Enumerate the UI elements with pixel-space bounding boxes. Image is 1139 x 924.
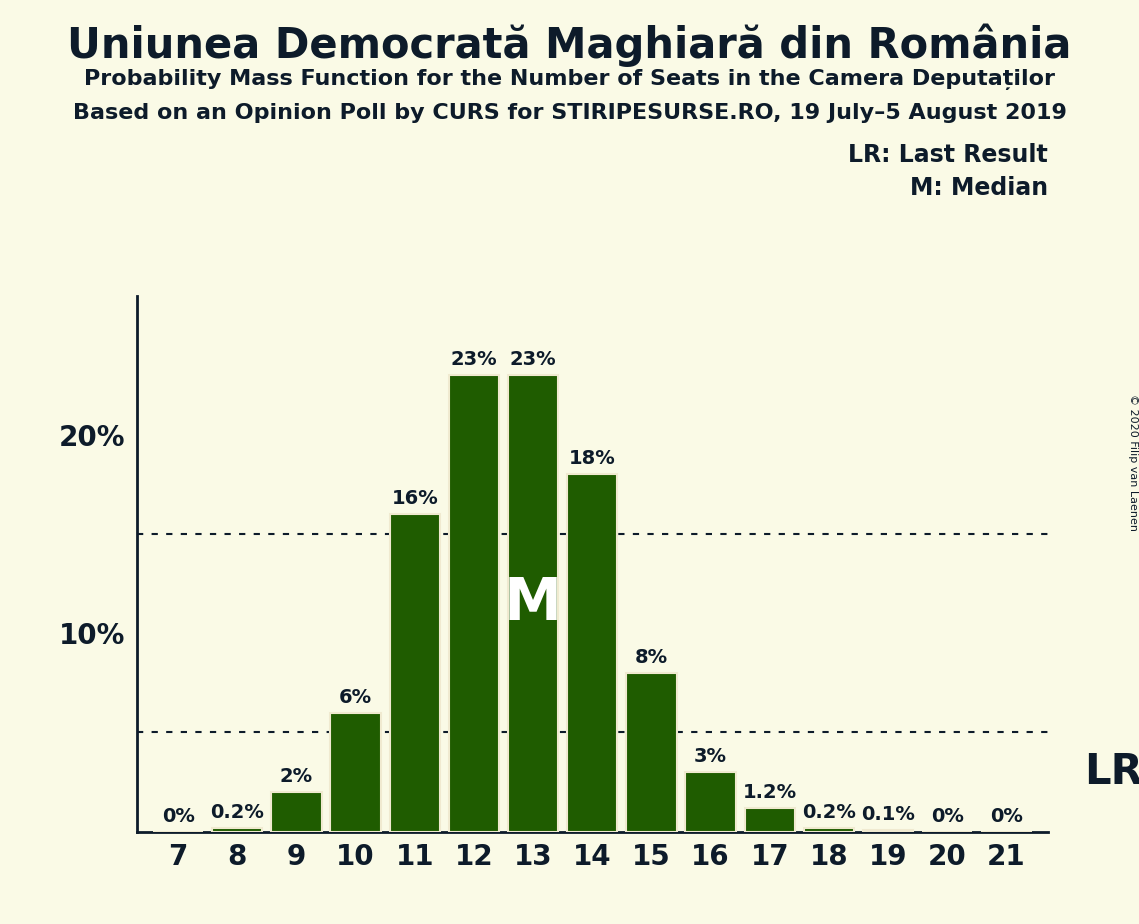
Text: 18%: 18% bbox=[568, 449, 616, 468]
Text: 0.2%: 0.2% bbox=[802, 803, 855, 821]
Text: LR: Last Result: LR: Last Result bbox=[849, 143, 1048, 167]
Text: 8%: 8% bbox=[634, 648, 667, 667]
Bar bbox=[745, 808, 795, 832]
Bar bbox=[508, 375, 558, 832]
Bar bbox=[390, 514, 440, 832]
Text: 0%: 0% bbox=[990, 807, 1023, 826]
Text: Probability Mass Function for the Number of Seats in the Camera Deputaților: Probability Mass Function for the Number… bbox=[84, 69, 1055, 91]
Text: 1.2%: 1.2% bbox=[743, 783, 797, 802]
Text: Uniunea Democrată Maghiară din România: Uniunea Democrată Maghiară din România bbox=[67, 23, 1072, 67]
Text: 0%: 0% bbox=[162, 807, 195, 826]
Bar bbox=[567, 474, 617, 832]
Text: 23%: 23% bbox=[510, 350, 557, 369]
Bar bbox=[212, 828, 262, 832]
Bar bbox=[330, 712, 380, 832]
Text: Based on an Opinion Poll by CURS for STIRIPESURSE.RO, 19 July–5 August 2019: Based on an Opinion Poll by CURS for STI… bbox=[73, 103, 1066, 124]
Text: 0%: 0% bbox=[931, 807, 964, 826]
Text: 16%: 16% bbox=[392, 489, 439, 508]
Bar bbox=[449, 375, 499, 832]
Text: M: Median: M: Median bbox=[910, 176, 1048, 200]
Bar bbox=[804, 828, 854, 832]
Text: 23%: 23% bbox=[451, 350, 498, 369]
Text: 6%: 6% bbox=[339, 687, 372, 707]
Bar bbox=[626, 673, 677, 832]
Bar bbox=[271, 792, 321, 832]
Text: 2%: 2% bbox=[280, 767, 313, 786]
Bar bbox=[686, 772, 736, 832]
Text: M: M bbox=[505, 575, 563, 632]
Text: 3%: 3% bbox=[694, 748, 727, 766]
Bar bbox=[863, 830, 913, 832]
Text: LR: LR bbox=[1084, 751, 1139, 793]
Text: © 2020 Filip van Laenen: © 2020 Filip van Laenen bbox=[1129, 394, 1138, 530]
Text: 0.2%: 0.2% bbox=[211, 803, 264, 821]
Text: 0.1%: 0.1% bbox=[861, 805, 915, 823]
